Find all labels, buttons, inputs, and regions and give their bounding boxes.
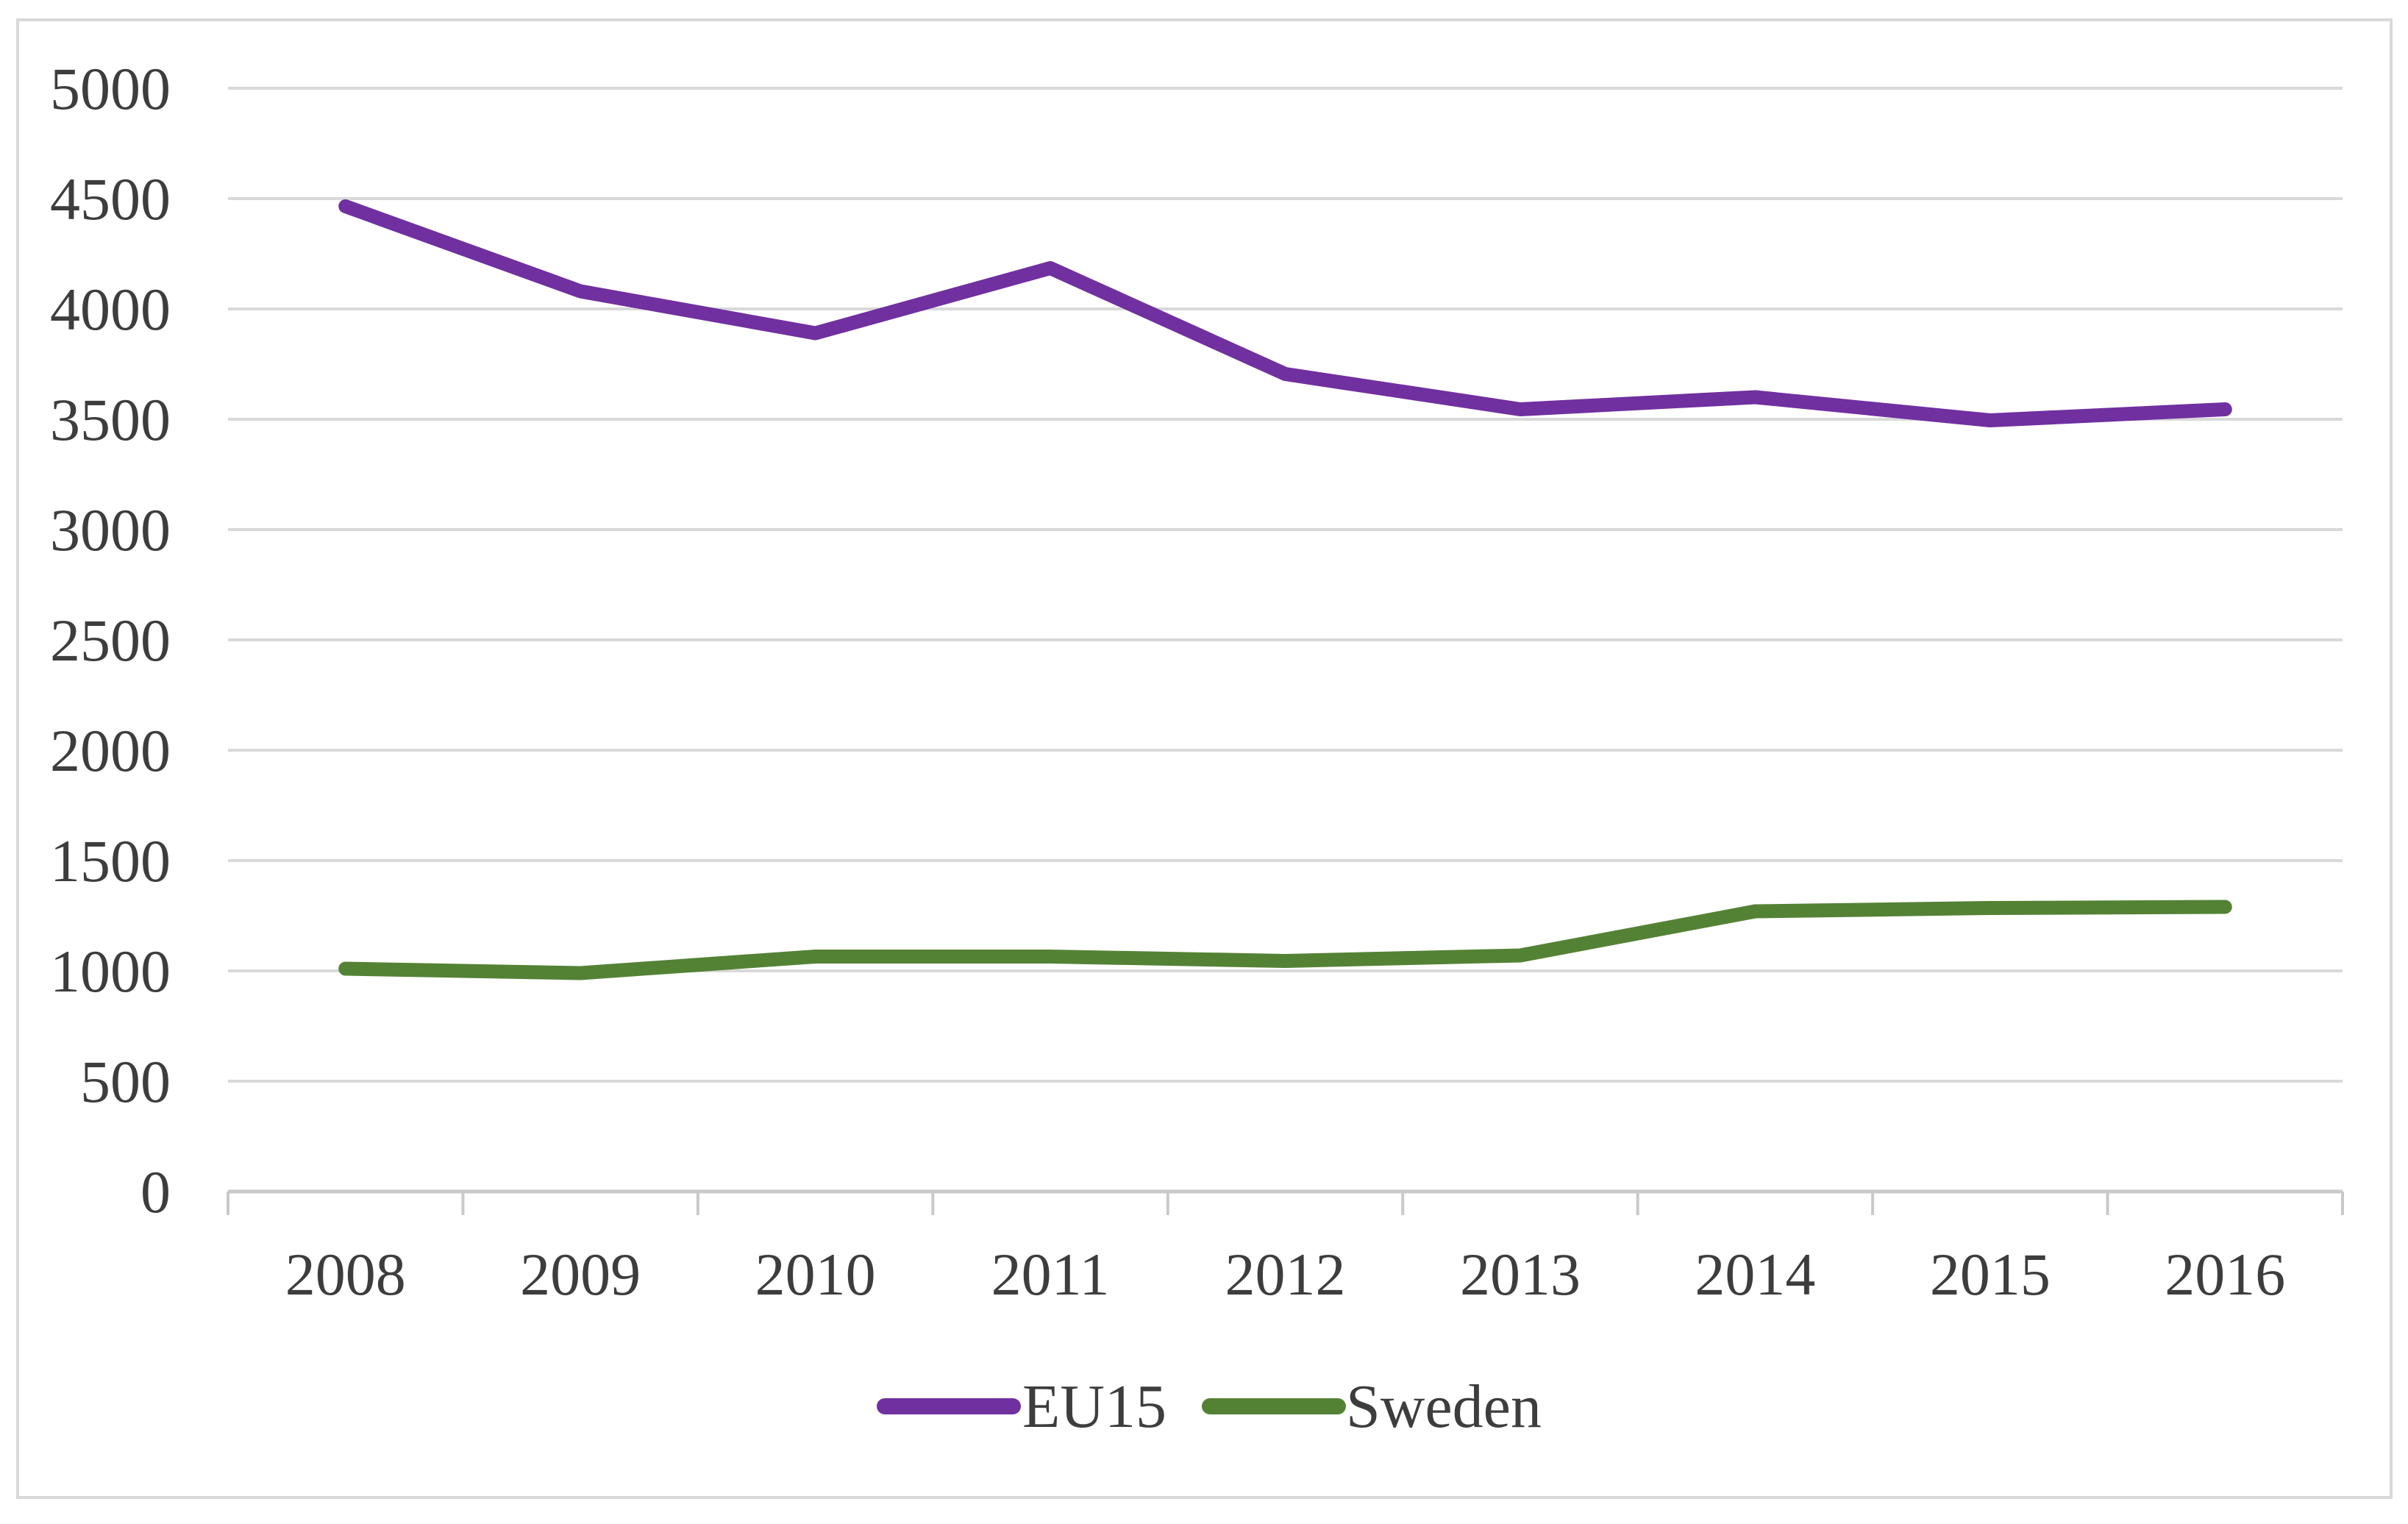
x-tick-label-2014: 2014 xyxy=(1695,1241,1815,1308)
y-tick-label-3000: 3000 xyxy=(50,496,171,563)
legend-label-eu15[interactable]: EU15 xyxy=(1022,1372,1166,1441)
y-tick-label-2000: 2000 xyxy=(50,717,171,784)
y-tick-label-500: 500 xyxy=(80,1048,171,1115)
legend: EU15 Sweden xyxy=(877,1372,1542,1441)
x-tick-label-2010: 2010 xyxy=(755,1241,876,1308)
y-tick-label-4500: 4500 xyxy=(50,165,171,232)
x-axis-ticks xyxy=(227,1192,2344,1215)
gridlines xyxy=(228,87,2343,1083)
y-tick-label-1000: 1000 xyxy=(50,938,171,1005)
y-tick-label-4000: 4000 xyxy=(50,276,171,343)
x-axis-labels: 2008 2009 2010 2011 2012 2013 2014 2015 2016 xyxy=(285,1241,2286,1308)
x-tick-label-2012: 2012 xyxy=(1225,1241,1346,1308)
x-tick-label-2013: 2013 xyxy=(1460,1241,1581,1308)
series-line-sweden[interactable] xyxy=(338,900,2232,980)
x-tick-label-2008: 2008 xyxy=(285,1241,406,1308)
y-tick-label-1500: 1500 xyxy=(50,827,171,894)
y-tick-label-2500: 2500 xyxy=(50,607,171,674)
x-tick-label-2009: 2009 xyxy=(520,1241,641,1308)
x-tick-label-2016: 2016 xyxy=(2165,1241,2285,1308)
y-tick-label-5000: 5000 xyxy=(50,55,171,122)
series-line-eu15[interactable] xyxy=(338,199,2232,427)
x-tick-label-2015: 2015 xyxy=(1930,1241,2051,1308)
y-tick-label-0: 0 xyxy=(140,1158,171,1225)
legend-label-sweden[interactable]: Sweden xyxy=(1346,1372,1542,1441)
x-tick-label-2011: 2011 xyxy=(991,1241,1110,1308)
y-tick-label-3500: 3500 xyxy=(50,386,171,453)
chart-border xyxy=(16,18,2393,1499)
y-axis-labels: 0 500 1000 1500 2000 2500 3000 3500 4000 4500 5000 xyxy=(50,55,171,1225)
